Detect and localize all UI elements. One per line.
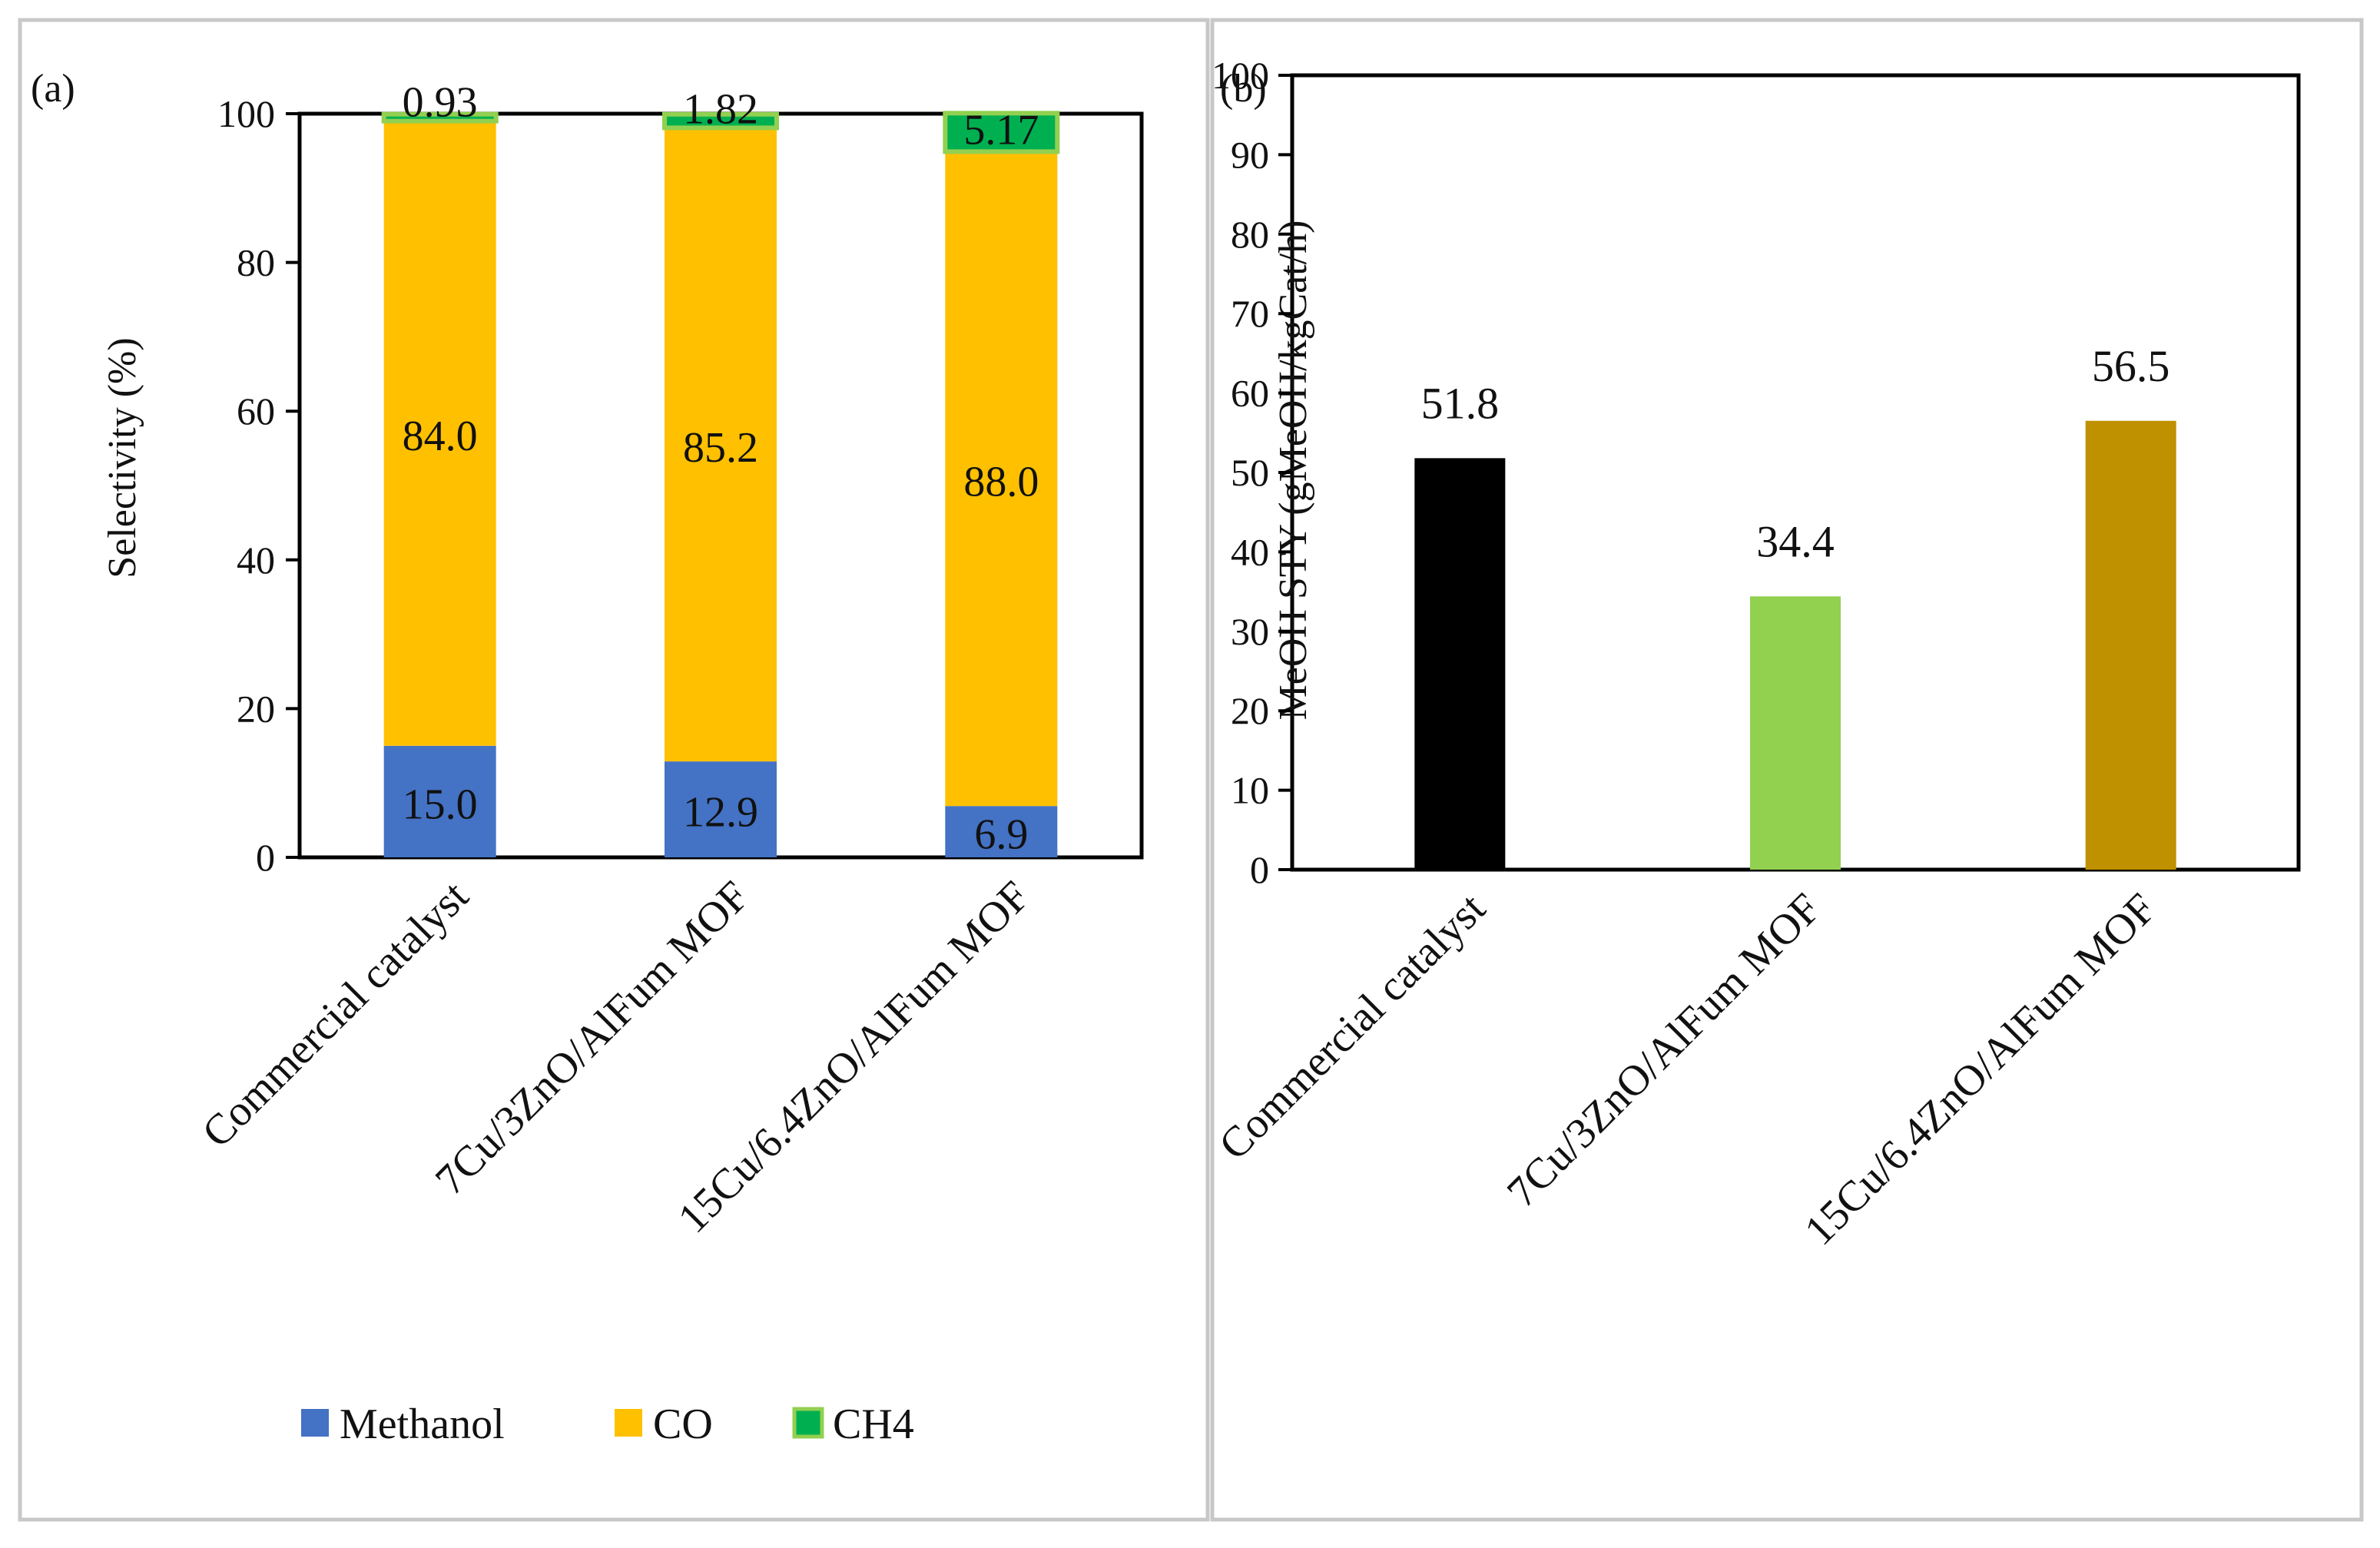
data-label-methanol-2: 12.9: [683, 789, 758, 837]
panel-b-y-ticks: 0 10 20 30 40 50 60 70 80 90 100: [1212, 54, 1292, 891]
y-tick-label: 0: [256, 836, 275, 879]
panel-b-frame: [1210, 18, 2364, 1522]
y-tick-label: 100: [1212, 54, 1269, 97]
panel-a-frame: [18, 18, 1210, 1522]
legend-label-ch4: CH4: [833, 1400, 914, 1448]
data-label-sty-3: 56.5: [2092, 341, 2170, 391]
y-tick-label: 20: [1231, 689, 1269, 732]
legend-swatch-co: [615, 1409, 642, 1437]
y-tick-label: 0: [1250, 848, 1269, 891]
y-tick-label: 90: [1231, 133, 1269, 176]
bar-ch4-1: [381, 111, 499, 124]
panel-a-label: (a): [31, 67, 75, 111]
bar-ch4-3: [943, 111, 1060, 154]
panel-a-bars: 15.0 84.0 0.93 12.9 85.2 1.82 6.9 88.0 5.17: [381, 79, 1060, 859]
bar-methanol-2: [665, 761, 777, 857]
y-tick-label: 80: [237, 241, 275, 284]
data-label-co-3: 88.0: [963, 458, 1039, 506]
y-tick-label: 20: [237, 687, 275, 730]
bar-co-3: [945, 151, 1058, 807]
panel-b-y-axis-title: MeOH STY (gMeOH/kgCat/h): [1271, 220, 1315, 721]
panel-b-bars: 51.8 34.4 56.5: [1414, 341, 2176, 870]
data-label-sty-1: 51.8: [1421, 378, 1500, 428]
panel-a-legend: Methanol CO CH4: [301, 1400, 914, 1448]
bar-sty-2: [1750, 596, 1841, 870]
panel-a-y-ticks: 0 20 40 60 80 100: [217, 92, 300, 879]
legend-swatch-ch4: [792, 1407, 824, 1439]
panel-a-y-axis-title: Selectivity (%): [101, 337, 144, 578]
y-tick-label: 60: [237, 389, 275, 433]
y-tick-label: 60: [1231, 372, 1269, 415]
panel-b-label: (b): [1220, 67, 1267, 111]
y-tick-label: 30: [1231, 610, 1269, 653]
y-tick-label: 40: [237, 539, 275, 582]
y-tick-label: 100: [217, 92, 275, 135]
data-label-methanol-1: 15.0: [403, 781, 478, 828]
bar-co-1: [383, 121, 496, 746]
y-tick-label: 40: [1231, 530, 1269, 573]
data-label-methanol-3: 6.9: [974, 811, 1028, 859]
legend-label-co: CO: [653, 1400, 713, 1448]
legend-label-methanol: Methanol: [340, 1400, 505, 1448]
data-label-ch4-1: 0.93: [403, 79, 478, 127]
y-tick-label: 10: [1231, 769, 1269, 812]
bar-sty-3: [2085, 420, 2176, 870]
bar-co-2: [665, 128, 777, 762]
bar-methanol-1: [383, 745, 496, 857]
y-tick-label: 80: [1231, 213, 1269, 256]
bar-methanol-3: [945, 806, 1058, 857]
data-label-sty-2: 34.4: [1756, 516, 1835, 566]
bar-ch4-2: [662, 111, 779, 131]
y-tick-label: 50: [1231, 451, 1269, 494]
data-label-co-1: 84.0: [403, 413, 478, 460]
data-label-ch4-3: 5.17: [963, 106, 1039, 154]
y-tick-label: 70: [1231, 292, 1269, 335]
data-label-co-2: 85.2: [683, 424, 758, 472]
bar-sty-1: [1414, 458, 1506, 870]
data-label-ch4-2: 1.82: [683, 85, 758, 133]
legend-swatch-methanol: [301, 1409, 329, 1437]
